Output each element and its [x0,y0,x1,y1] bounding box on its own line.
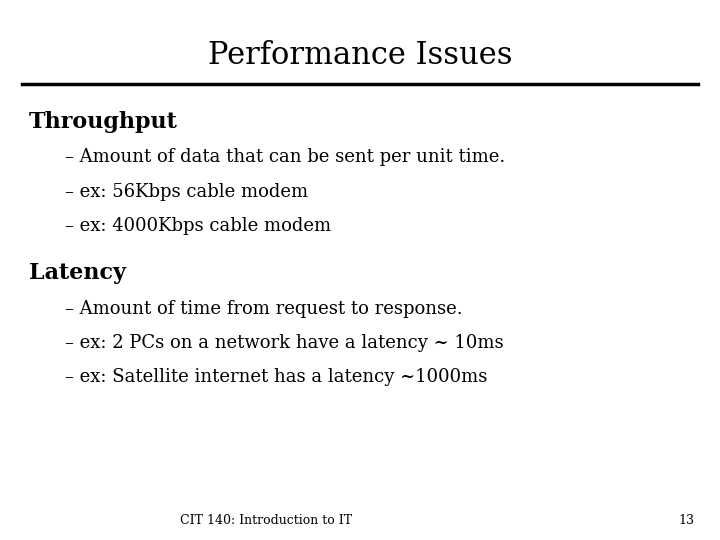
Text: – ex: 2 PCs on a network have a latency ~ 10ms: – ex: 2 PCs on a network have a latency … [65,334,503,352]
Text: CIT 140: Introduction to IT: CIT 140: Introduction to IT [180,514,353,526]
Text: – ex: 4000Kbps cable modem: – ex: 4000Kbps cable modem [65,217,331,234]
Text: – ex: Satellite internet has a latency ~1000ms: – ex: Satellite internet has a latency ~… [65,368,487,386]
Text: Latency: Latency [29,262,126,284]
Text: – Amount of time from request to response.: – Amount of time from request to respons… [65,300,462,318]
Text: Performance Issues: Performance Issues [208,40,512,71]
Text: – ex: 56Kbps cable modem: – ex: 56Kbps cable modem [65,183,308,200]
Text: – Amount of data that can be sent per unit time.: – Amount of data that can be sent per un… [65,148,505,166]
Text: Throughput: Throughput [29,111,178,133]
Text: 13: 13 [679,514,695,526]
